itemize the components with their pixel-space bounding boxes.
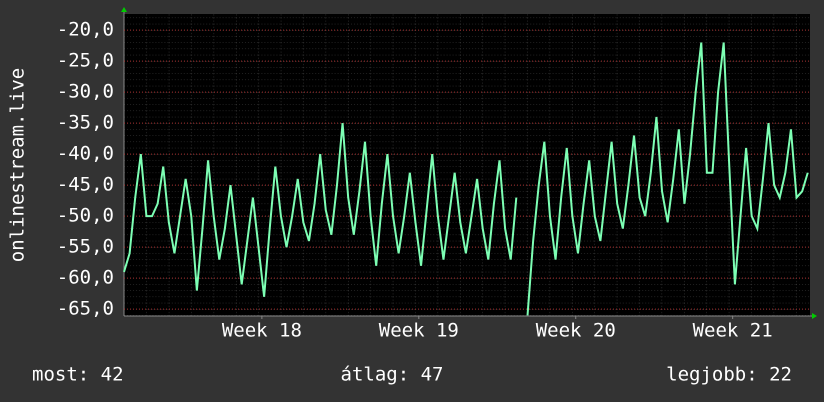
y-tick-label: -25,0 [57,50,114,72]
y-tick-label: -30,0 [57,81,114,103]
y-tick-label: -40,0 [57,143,114,165]
x-tick-label: Week 18 [222,320,302,342]
plot-area [124,14,810,316]
legend-average: átlag: 47 [341,364,444,386]
y-tick-label: -55,0 [57,236,114,258]
legend-current: most: 42 [32,364,124,386]
legend-best: legjobb: 22 [666,364,792,386]
x-tick-label: Week 20 [536,320,616,342]
axis-arrow [121,7,127,12]
y-tick-label: -60,0 [57,267,114,289]
data-line [123,123,518,297]
axis-arrow [812,313,817,319]
y-axis-label: onlinestream.live [7,68,29,262]
y-tick-label: -65,0 [57,298,114,320]
y-tick-label: -50,0 [57,205,114,227]
x-tick-label: Week 19 [379,320,459,342]
y-tick-label: -45,0 [57,174,114,196]
y-tick-label: -35,0 [57,112,114,134]
y-tick-label: -20,0 [57,19,114,41]
x-tick-label: Week 21 [693,320,773,342]
data-line [526,42,809,316]
